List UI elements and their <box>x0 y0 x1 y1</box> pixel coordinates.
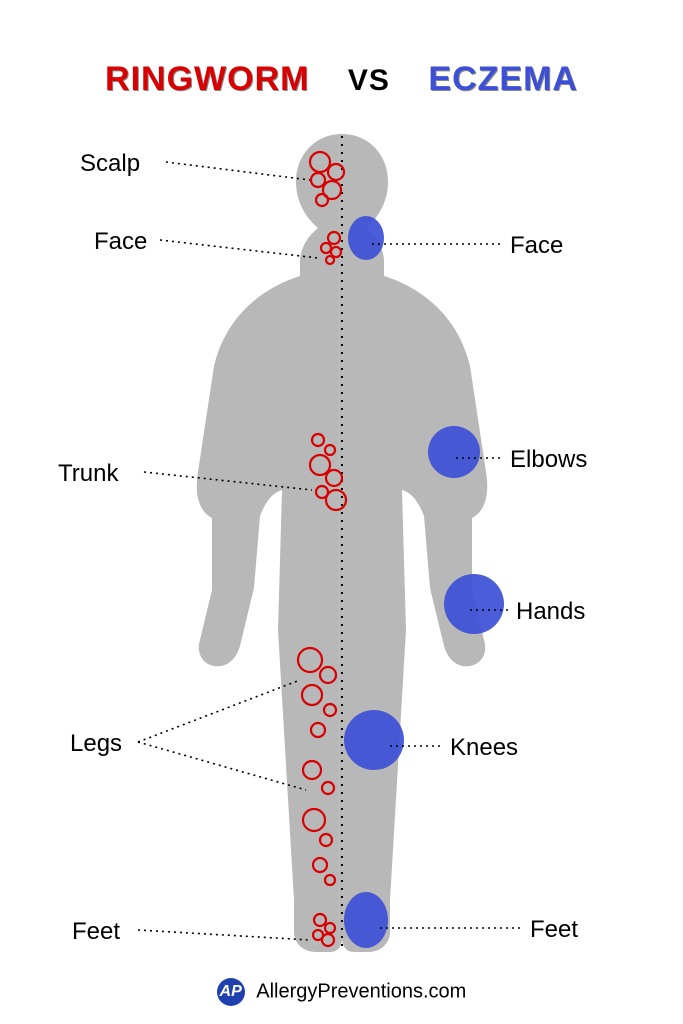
body-svg <box>122 120 562 960</box>
body-figure <box>122 120 562 960</box>
footer-text: AllergyPreventions.com <box>256 981 466 1003</box>
title-eczema: ECZEMA <box>428 60 578 98</box>
label-legs-left: Legs <box>70 730 122 758</box>
label-knees-right: Knees <box>450 734 518 762</box>
label-elbows-right: Elbows <box>510 446 587 474</box>
title-row: RINGWORM VS ECZEMA <box>0 60 683 99</box>
label-face-right: Face <box>510 232 563 260</box>
label-trunk-left: Trunk <box>58 460 118 488</box>
footer-logo-icon: AP <box>217 978 245 1006</box>
title-ringworm: RINGWORM <box>105 60 309 98</box>
title-vs: VS <box>348 64 390 97</box>
label-feet-left: Feet <box>72 918 120 946</box>
label-scalp-left: Scalp <box>80 150 140 178</box>
label-hands-right: Hands <box>516 598 585 626</box>
footer: AP AllergyPreventions.com <box>0 978 683 1006</box>
label-face-left: Face <box>94 228 147 256</box>
label-feet-right: Feet <box>530 916 578 944</box>
